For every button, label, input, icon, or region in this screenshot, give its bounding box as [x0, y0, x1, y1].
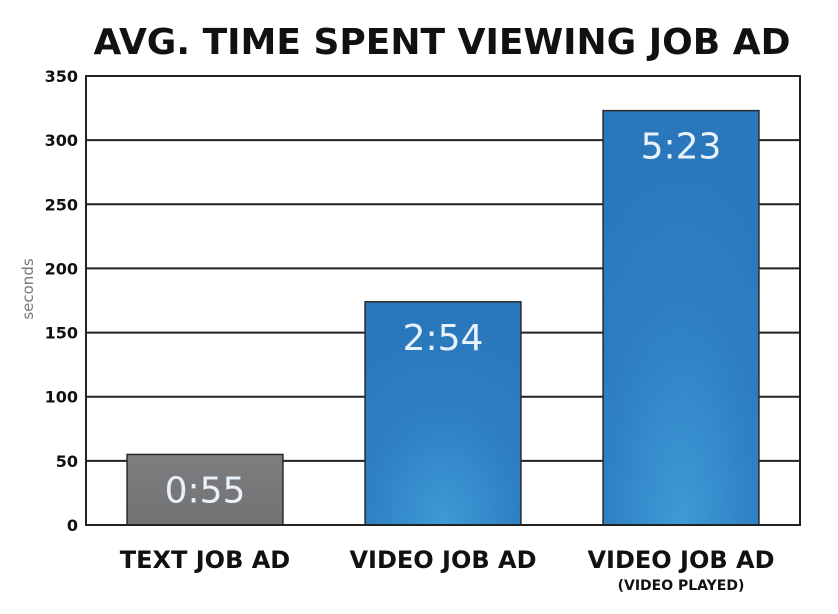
bar — [126, 453, 284, 526]
data-labels: 0:55 2:54 5:23 — [165, 127, 722, 512]
y-tick-labels: 0 50 100 150 200 250 300 350 — [45, 67, 78, 535]
y-axis-label: seconds — [19, 258, 37, 319]
plot-frame — [85, 75, 801, 526]
x-tick-label: VIDEO JOB AD — [349, 546, 536, 574]
y-tick-label: 150 — [45, 324, 78, 343]
bars — [126, 109, 760, 526]
y-tick-label: 350 — [45, 67, 78, 86]
bar — [602, 109, 760, 526]
data-label: 5:23 — [641, 127, 722, 168]
y-tick-label: 300 — [45, 131, 78, 150]
y-tick-label: 250 — [45, 195, 78, 214]
y-tick-label: 0 — [67, 516, 78, 535]
data-label: 0:55 — [165, 470, 246, 511]
data-label: 2:54 — [403, 318, 484, 359]
chart-title: AVG. TIME SPENT VIEWING JOB AD — [94, 22, 791, 63]
y-tick-label: 100 — [45, 388, 78, 407]
y-tick-label: 50 — [56, 452, 78, 471]
x-tick-label: TEXT JOB AD — [120, 546, 290, 574]
x-tick-sublabel: (VIDEO PLAYED) — [618, 578, 745, 594]
x-tick-label: VIDEO JOB AD — [587, 546, 774, 574]
category-labels: TEXT JOB AD VIDEO JOB AD VIDEO JOB AD (VIDE… — [120, 546, 775, 594]
bar — [364, 301, 522, 526]
y-tick-label: 200 — [45, 259, 78, 278]
